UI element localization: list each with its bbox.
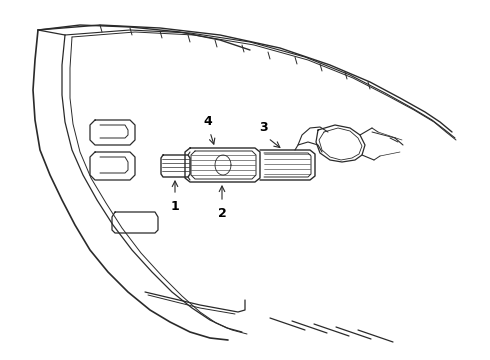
Text: 2: 2 (218, 207, 226, 220)
Text: 3: 3 (259, 121, 268, 134)
Text: 1: 1 (171, 200, 179, 213)
Text: 4: 4 (204, 115, 212, 128)
